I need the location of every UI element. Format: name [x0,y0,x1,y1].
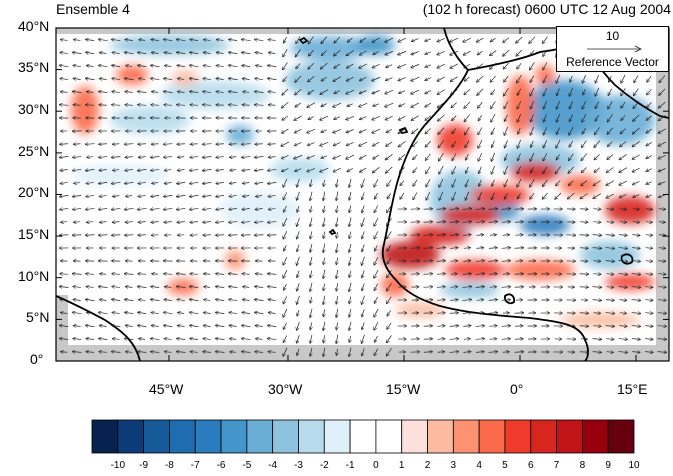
colorbar-tick-label: 5 [502,460,508,471]
colorbar-swatch [402,420,428,453]
colorbar-swatch [531,420,557,453]
colorbar-tick-label: -10 [111,460,125,471]
colorbar-tick-label: -9 [139,460,148,471]
reference-vector-box: 10 Reference Vector [556,26,669,72]
colorbar-swatch [505,420,531,453]
y-tick-label: 20°N [18,184,49,200]
colorbar-swatch [118,420,144,453]
forecast-time-title: (102 h forecast) 0600 UTC 12 Aug 2004 [423,1,671,17]
colorbar [92,420,634,453]
colorbar-tick-label: 2 [425,460,431,471]
colorbar-tick-label: 0 [373,460,379,471]
y-tick-label: 35°N [18,59,49,75]
colorbar-swatch [428,420,454,453]
reference-arrow-icon [587,44,643,54]
colorbar-tick-label: 6 [528,460,534,471]
colorbar-tick-label: -2 [320,460,329,471]
colorbar-tick-label: -4 [268,460,277,471]
y-tick-label: 5°N [26,309,50,325]
colorbar-swatch [247,420,273,453]
reference-vector-magnitude: 10 [557,29,668,43]
colorbar-swatch [557,420,583,453]
x-tick-label: 15°W [386,381,420,397]
colorbar-tick-label: 8 [580,460,586,471]
colorbar-swatch [92,420,118,453]
colorbar-swatch [169,420,195,453]
colorbar-tick-label: -3 [294,460,303,471]
colorbar-tick-label: -7 [191,460,200,471]
colorbar-tick-label: -6 [217,460,226,471]
colorbar-tick-label: -5 [242,460,251,471]
reference-vector-label: Reference Vector [557,55,668,69]
colorbar-swatch [350,420,376,453]
colorbar-tick-label: 9 [605,460,611,471]
colorbar-tick-label: -8 [165,460,174,471]
colorbar-tick-label: 3 [451,460,457,471]
y-tick-label: 10°N [18,268,49,284]
x-tick-label: 0° [510,381,523,397]
y-tick-label: 15°N [18,226,49,242]
colorbar-swatch [144,420,170,453]
colorbar-tick-label: -1 [346,460,355,471]
colorbar-swatch [273,420,299,453]
colorbar-swatch [195,420,221,453]
y-tick-label: 25°N [18,143,49,159]
colorbar-swatch [608,420,634,453]
colorbar-swatch [324,420,350,453]
colorbar-swatch [453,420,479,453]
colorbar-swatch [298,420,324,453]
colorbar-swatch [582,420,608,453]
x-tick-label: 15°E [617,381,648,397]
panel-title: Ensemble 4 [56,1,130,17]
x-tick-label: 30°W [268,381,302,397]
colorbar-tick-label: 4 [476,460,482,471]
y-tick-label: 40°N [18,18,49,34]
colorbar-swatch [221,420,247,453]
colorbar-tick-label: 10 [628,460,639,471]
colorbar-swatch [479,420,505,453]
x-tick-label: 45°W [149,381,183,397]
y-tick-label: 30°N [18,101,49,117]
colorbar-tick-label: 7 [554,460,560,471]
colorbar-swatch [376,420,402,453]
colorbar-tick-label: 1 [399,460,405,471]
y-tick-label: 0° [30,351,43,367]
